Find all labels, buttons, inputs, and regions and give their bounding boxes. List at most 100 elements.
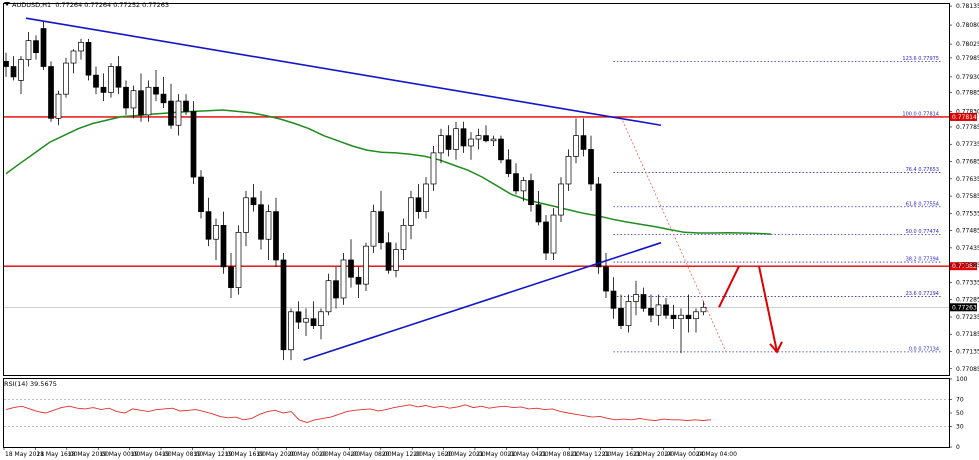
candle: [340, 253, 347, 305]
bearish-candle-body: [378, 211, 384, 244]
candle: [295, 301, 302, 330]
candle: [558, 177, 564, 222]
candle: [693, 308, 699, 333]
bullish-candle-body: [490, 138, 497, 142]
forecast-arrows: [718, 265, 783, 354]
time-tick-label: 20 May 08:00: [350, 451, 391, 458]
bullish-candle-body: [655, 304, 662, 316]
time-tick-label: 21 May 08:00: [539, 451, 580, 458]
bullish-candle-body: [633, 294, 639, 302]
time-tick-label: 21 May 04:00: [507, 451, 548, 458]
bullish-candle-body: [243, 197, 249, 233]
rsi-panel: 100 70 50 30 0: [4, 376, 968, 451]
bearish-candle-body: [640, 294, 647, 309]
candle: [138, 73, 144, 122]
rsi-tick-label: 30: [956, 424, 964, 431]
fib-level-label: 100.0 0.77814: [902, 111, 939, 117]
fib-diagonal: [620, 116, 727, 353]
candle: [108, 63, 114, 98]
time-tick-label: 24 May 00:00: [664, 451, 705, 458]
bullish-candle-body: [288, 311, 294, 351]
candle: [130, 85, 137, 119]
candle: [370, 204, 377, 254]
bearish-candle-body: [610, 290, 617, 309]
moving-average-line: [5, 109, 772, 235]
bullish-candle-body: [400, 225, 407, 250]
bullish-candle-body: [318, 311, 324, 326]
bearish-candle-body: [280, 259, 287, 351]
price-tick-label: 0.77930: [956, 74, 979, 81]
candle: [678, 308, 684, 354]
candle: [183, 94, 189, 115]
bullish-candle-body: [520, 180, 527, 192]
bullish-candle-body: [423, 183, 429, 212]
price-tick-label: 0.77885: [956, 89, 979, 96]
price-tick-label: 0.78135: [956, 3, 979, 10]
bearish-candle-body: [618, 307, 624, 326]
current-price-tag: [950, 303, 977, 312]
time-tick-label: 18 May 20:00: [68, 451, 109, 458]
bullish-candle-body: [453, 128, 459, 150]
price-tick-label: 0.77135: [956, 349, 979, 356]
candle: [228, 253, 234, 298]
candlesticks: [3, 21, 707, 361]
candle: [3, 52, 9, 77]
bearish-candle-body: [85, 41, 92, 76]
candle: [573, 118, 579, 164]
bullish-candle-body: [700, 306, 707, 313]
bullish-candle-body: [430, 152, 437, 185]
bearish-candle-body: [348, 259, 354, 278]
time-tick-label: 21 May 12:00: [570, 451, 611, 458]
candle: [453, 121, 459, 160]
level-price-label: 0.77382: [952, 263, 977, 270]
candle: [535, 190, 542, 226]
time-tick-label: 19 May 16:00: [225, 451, 266, 458]
level-price-tag: [950, 112, 977, 121]
fib-level-label: 50.0 0.77474: [906, 229, 939, 235]
time-tick-label: 21 May 00:00: [476, 451, 517, 458]
price-tick-label: 0.77735: [956, 141, 979, 148]
bullish-candle-body: [265, 211, 272, 240]
bullish-candle-body: [475, 135, 482, 140]
candle: [648, 294, 654, 323]
price-tick-label: 0.77585: [956, 193, 979, 200]
bearish-candle-body: [33, 40, 39, 54]
price-tick-label: 0.77435: [956, 245, 979, 252]
bullish-trend-line: [303, 241, 662, 361]
bearish-candle-body: [40, 28, 47, 67]
candle: [655, 294, 662, 326]
bearish-candle-body: [648, 307, 654, 316]
time-tick-label: 19 May 08:00: [162, 451, 203, 458]
level-price-tag: [950, 262, 977, 271]
symbol-dropdown-icon[interactable]: [4, 2, 10, 6]
time-tick-label: 20 May 04:00: [319, 451, 360, 458]
bearish-candle-body: [595, 183, 602, 268]
bearish-candle-body: [355, 276, 362, 285]
bullish-candle-body: [363, 245, 369, 285]
candle: [145, 80, 152, 122]
bullish-candle-body: [468, 138, 474, 147]
candle: [400, 218, 407, 260]
candle: [498, 135, 504, 164]
ohlc-values: 0.77264 0.77264 0.77252 0.77263: [55, 1, 170, 9]
candle: [318, 308, 324, 340]
bearish-candle-body: [273, 211, 279, 261]
candle: [460, 121, 467, 153]
candle: [63, 57, 69, 98]
rsi-tick-label: 70: [956, 396, 964, 403]
level-price-label: 0.77814: [952, 114, 977, 121]
candle: [595, 177, 602, 274]
price-tick-label: 0.77985: [956, 55, 979, 62]
candle: [325, 273, 332, 316]
candle: [115, 56, 122, 95]
bearish-candle-body: [513, 173, 519, 192]
candle: [93, 66, 99, 95]
bearish-candle-body: [385, 242, 392, 271]
trendlines: [25, 17, 662, 361]
candle: [528, 173, 534, 212]
bullish-candle-body: [130, 90, 137, 109]
candle: [505, 149, 512, 178]
bullish-candle-body: [18, 59, 24, 81]
bearish-candle-body: [93, 74, 99, 88]
candle: [348, 239, 354, 288]
